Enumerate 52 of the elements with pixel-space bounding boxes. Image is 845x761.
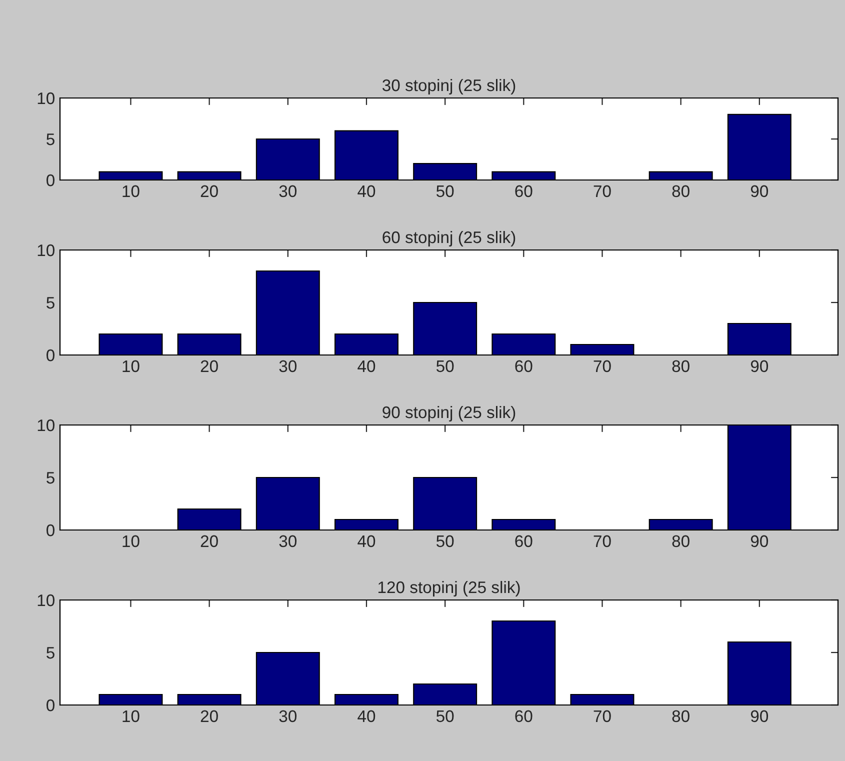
x-tick-label: 90 <box>750 535 768 548</box>
x-tick-label: 20 <box>200 360 218 372</box>
x-tick-label: 40 <box>358 710 376 722</box>
chart-title: 30 stopinj (25 slik) <box>382 78 516 95</box>
x-tick-label: 60 <box>515 710 532 722</box>
x-tick-label: 30 <box>279 535 297 548</box>
x-tick-label: 60 <box>515 185 532 198</box>
chart-title: 90 stopinj (25 slik) <box>382 406 516 422</box>
y-tick-label: 10 <box>38 92 54 104</box>
y-tick-label: 0 <box>46 349 54 362</box>
x-tick-label: 40 <box>358 360 376 372</box>
x-tick-label: 10 <box>122 710 140 722</box>
x-tick-label: 70 <box>594 360 611 372</box>
x-tick-label: 40 <box>358 535 376 548</box>
x-tick-label: 50 <box>436 360 454 372</box>
x-tick-label: 90 <box>750 185 768 198</box>
x-tick-label: 90 <box>750 710 768 722</box>
y-tick-label: 5 <box>46 134 54 146</box>
x-tick-label: 80 <box>672 185 690 198</box>
x-tick-label: 80 <box>672 535 690 548</box>
x-tick-label: 80 <box>672 710 690 722</box>
x-tick-label: 70 <box>594 535 611 548</box>
y-tick-label: 5 <box>46 297 54 309</box>
chart-title: 120 stopinj (25 slik) <box>378 580 520 597</box>
x-tick-label: 30 <box>279 710 297 722</box>
y-tick-label: 0 <box>46 524 54 536</box>
x-tick-label: 60 <box>515 360 532 372</box>
x-tick-label: 20 <box>200 535 218 548</box>
x-tick-label: 10 <box>122 535 140 548</box>
x-tick-label: 20 <box>200 710 218 722</box>
x-tick-label: 60 <box>515 535 532 548</box>
y-tick-label: 0 <box>46 174 54 186</box>
x-tick-label: 80 <box>672 360 690 372</box>
x-tick-label: 50 <box>436 710 454 722</box>
x-tick-label: 90 <box>750 360 768 372</box>
x-tick-label: 10 <box>122 185 140 198</box>
x-tick-label: 30 <box>279 185 297 198</box>
x-tick-label: 30 <box>279 360 297 372</box>
x-tick-label: 20 <box>200 185 218 198</box>
x-tick-label: 10 <box>122 360 140 372</box>
x-tick-label: 70 <box>594 185 611 198</box>
x-tick-label: 40 <box>358 185 376 198</box>
y-tick-label: 0 <box>46 699 54 712</box>
x-tick-label: 70 <box>594 710 611 722</box>
y-tick-label: 5 <box>46 472 54 484</box>
chart-title: 60 stopinj (25 slik) <box>382 230 516 247</box>
y-tick-label: 10 <box>38 594 54 606</box>
x-tick-label: 50 <box>436 535 454 548</box>
y-tick-label: 10 <box>38 244 54 256</box>
x-tick-label: 50 <box>436 185 454 198</box>
y-tick-label: 5 <box>46 647 54 659</box>
y-tick-label: 10 <box>38 419 54 432</box>
